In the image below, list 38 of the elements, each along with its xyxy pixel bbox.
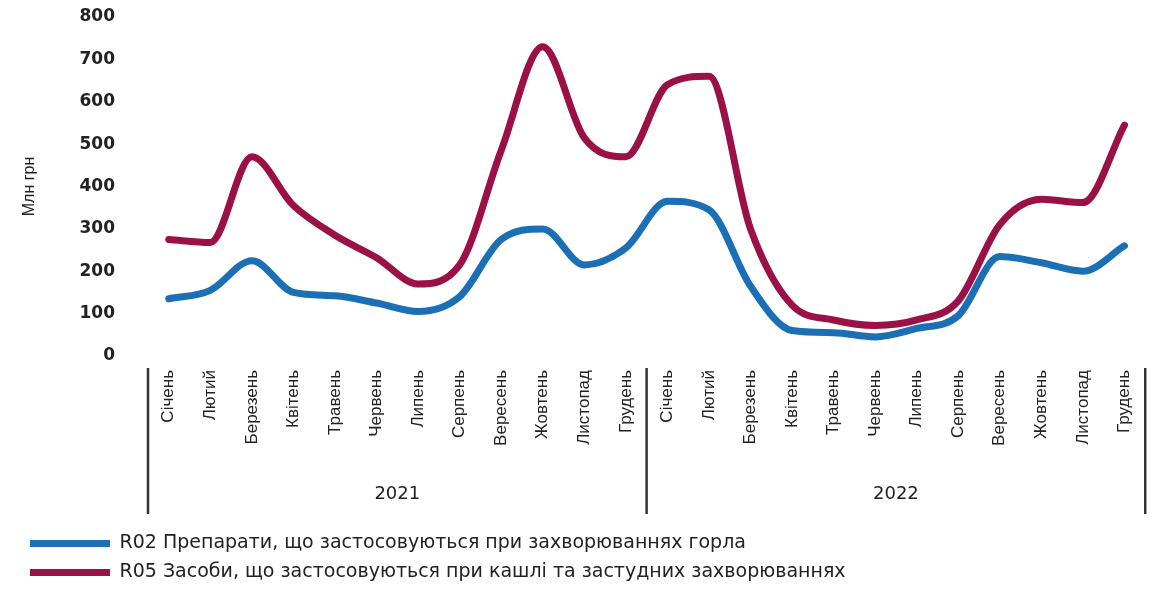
y-tick-label: 0 bbox=[103, 344, 116, 365]
x-tick-label: Жовтень bbox=[532, 369, 552, 439]
x-tick-label: Липень bbox=[407, 369, 427, 428]
x-tick-label: Листопад bbox=[573, 369, 593, 445]
x-tick-label: Грудень bbox=[615, 369, 635, 434]
legend-label: R02 Препарати, що застосовуються при захворюваннях горла bbox=[119, 530, 746, 553]
y-tick-label: 800 bbox=[79, 5, 116, 26]
x-tick-label: Січень bbox=[158, 369, 178, 423]
x-tick-label: Липень bbox=[906, 369, 926, 428]
x-tick-label: Серпень bbox=[947, 369, 967, 439]
text: 2021 bbox=[374, 481, 421, 503]
y-tick-label: 600 bbox=[79, 90, 116, 111]
x-tick-label: Серпень bbox=[449, 369, 469, 439]
x-tick-label: Вересень bbox=[989, 369, 1009, 446]
y-tick-label: 200 bbox=[79, 259, 116, 280]
x-tick-label: Грудень bbox=[1114, 369, 1134, 434]
x-tick-label: Квітень bbox=[781, 369, 801, 429]
x-tick-label: Лютий bbox=[200, 370, 220, 421]
x-tick-label: Березень bbox=[740, 369, 760, 445]
x-tick-label: Червень bbox=[864, 369, 884, 437]
x-tick-label: Травень bbox=[823, 369, 843, 435]
x-tick-label: Лютий bbox=[698, 370, 718, 421]
y-tick-label: 300 bbox=[79, 217, 116, 238]
x-tick-label: Квітень bbox=[283, 369, 303, 429]
text: 2022 bbox=[873, 481, 919, 503]
x-tick-label: Жовтень bbox=[1031, 369, 1051, 439]
x-tick-label: Травень bbox=[324, 369, 344, 435]
x-tick-label: Березень bbox=[241, 369, 261, 445]
y-tick-label: 700 bbox=[79, 47, 116, 68]
legend-label: R05 Засоби, що застосовуються при кашлі та застудних захворюваннях bbox=[119, 559, 846, 582]
x-tick-label: Вересень bbox=[490, 369, 510, 446]
x-tick-label: Листопад bbox=[1072, 369, 1092, 445]
y-axis-title: Млн грн bbox=[20, 156, 38, 217]
y-tick-label: 100 bbox=[79, 302, 116, 323]
y-tick-label: 500 bbox=[79, 132, 116, 153]
x-tick-label: Червень bbox=[366, 369, 386, 437]
y-tick-label: 400 bbox=[79, 174, 116, 195]
x-tick-label: Січень bbox=[657, 369, 677, 423]
